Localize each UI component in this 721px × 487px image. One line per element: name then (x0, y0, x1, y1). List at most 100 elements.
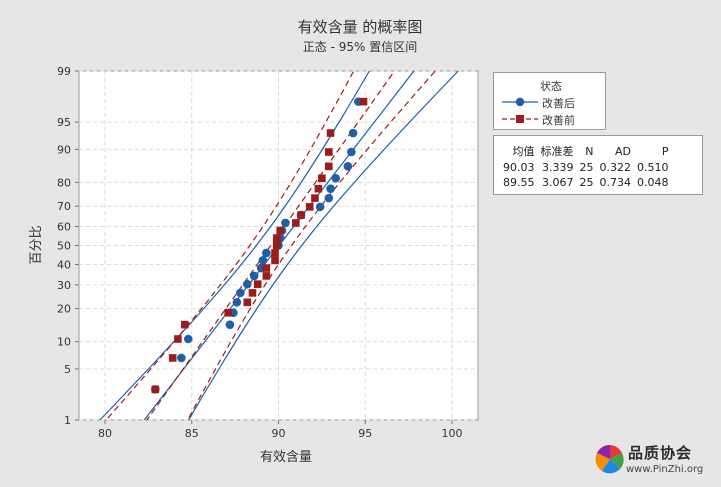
ci-lower-band (99, 71, 371, 420)
data-point-before (318, 174, 326, 183)
legend-marker-before (502, 115, 538, 123)
y-tick-label: 80 (57, 176, 71, 189)
data-point-before (297, 211, 305, 219)
watermark-name: 品质协会 (628, 444, 693, 462)
data-point-before (305, 203, 314, 211)
data-point-before (243, 298, 252, 307)
stats-table: 均值 标准差 N AD P 90.03 3.339 25 0.322 0.510… (500, 142, 672, 190)
data-point-after (183, 334, 193, 344)
data-point-before (168, 354, 177, 362)
data-point-before (271, 256, 279, 265)
stats-header-n: N (585, 144, 594, 158)
y-tick-label: 70 (57, 200, 71, 213)
x-tick-label: 100 (441, 427, 462, 440)
data-point-after (258, 256, 268, 265)
stats-cell: 90.03 (503, 161, 535, 174)
data-point-before (262, 264, 271, 272)
data-point-before (292, 219, 300, 227)
legend-item-after: 改善后 (500, 94, 604, 110)
legend: 状态 改善后 改善前 (493, 72, 606, 130)
stats-header-row: 均值 标准差 N AD P (500, 142, 672, 160)
data-point-after (225, 320, 235, 329)
stats-cell: 3.067 (542, 176, 574, 189)
y-tick-label: 95 (57, 116, 71, 129)
y-tick-label: 5 (64, 363, 71, 376)
stats-cell: 0.510 (637, 161, 669, 174)
stats-cell: 3.339 (542, 161, 574, 174)
axis-layer: 80 85 90 95 100 1 5 10 20 30 40 50 60 70 80 90 95 99 (57, 65, 462, 440)
data-point-before (174, 335, 182, 343)
y-axis-label: 百分比 (29, 225, 44, 264)
stats-cell: 25 (579, 161, 594, 174)
y-tick-label: 60 (57, 220, 71, 233)
data-point-before (272, 234, 281, 242)
legend-label-before: 改善前 (542, 114, 575, 127)
fit-line (146, 71, 396, 420)
data-point-before (272, 241, 281, 250)
data-point-after (343, 162, 353, 171)
y-tick-label: 90 (57, 143, 71, 156)
chart-subtitle: 正态 - 95% 置信区间 (303, 40, 417, 54)
stats-cell: 89.55 (503, 176, 535, 189)
data-point-after (348, 128, 358, 138)
data-point-before (359, 97, 368, 106)
stats-header-stdev: 标准差 (540, 145, 574, 158)
x-tick-label: 80 (98, 427, 112, 440)
watermark-url: www.PinZhi.org (626, 464, 704, 475)
x-tick-label: 85 (185, 427, 199, 440)
stats-header-p: P (661, 144, 669, 158)
data-point-after (177, 353, 186, 363)
stats-cell: 25 (579, 176, 594, 189)
stats-row-after: 90.03 3.339 25 0.322 0.510 (500, 160, 672, 175)
data-point-after (242, 279, 252, 289)
ci-lower-band (105, 71, 355, 420)
data-point-after (232, 298, 242, 307)
data-point-after (347, 147, 356, 157)
data-point-after (249, 271, 259, 281)
legend-marker-after (502, 97, 538, 107)
y-tick-label: 20 (57, 303, 71, 316)
watermark-logo: 品质协会 www.PinZhi.org (592, 440, 717, 480)
stats-header-ad: AD (615, 144, 631, 158)
stats-cell: 0.322 (599, 161, 632, 174)
pinwheel-logo-icon (595, 444, 624, 474)
data-point-before (248, 289, 257, 297)
stats-cell: 0.734 (599, 176, 632, 189)
data-point-before (276, 226, 285, 235)
stats-header-mean: 均值 (512, 145, 535, 158)
stats-table-box: 均值 标准差 N AD P 90.03 3.339 25 0.322 0.510… (493, 135, 703, 195)
ci-upper-band (187, 71, 459, 420)
data-point-after (281, 218, 290, 228)
data-point-before (314, 184, 323, 193)
legend-title: 状态 (540, 80, 562, 93)
stats-row-before: 89.55 3.067 25 0.734 0.048 (500, 175, 672, 190)
y-tick-label: 30 (57, 279, 71, 292)
data-point-before (271, 249, 279, 257)
data-point-after (315, 202, 325, 212)
data-point-after (262, 248, 271, 258)
x-tick-label: 90 (272, 427, 286, 440)
data-point-after (326, 184, 335, 193)
y-tick-label: 1 (64, 414, 71, 427)
data-point-before (262, 272, 271, 280)
data-point-after (331, 173, 341, 183)
y-tick-label: 10 (57, 336, 71, 349)
y-tick-label: 50 (57, 240, 71, 253)
data-point-before (311, 194, 319, 202)
data-point-before (253, 280, 262, 288)
chart-title: 有效含量 的概率图 (298, 18, 423, 36)
data-point-before (151, 385, 160, 394)
data-point-before (326, 129, 335, 137)
legend-label-after: 改善后 (542, 97, 575, 110)
x-axis-label: 有效含量 (260, 449, 312, 465)
legend-item-before: 改善前 (500, 111, 604, 127)
data-point-layer (151, 97, 368, 394)
data-point-before (325, 162, 333, 171)
y-tick-label: 40 (57, 259, 71, 272)
fit-line-layer (99, 71, 459, 420)
data-point-before (224, 308, 232, 317)
y-tick-label: 99 (57, 65, 71, 78)
data-point-after (236, 288, 245, 298)
